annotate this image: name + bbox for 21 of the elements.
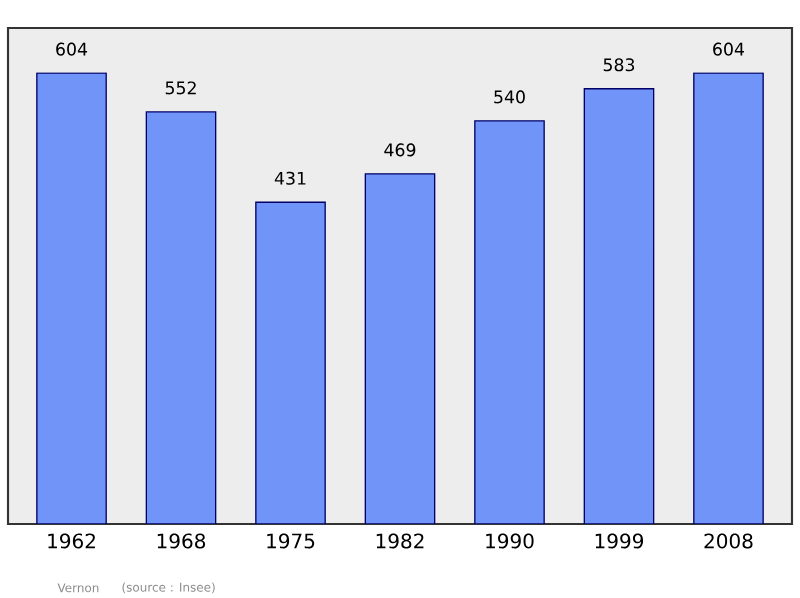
bar [255,201,326,524]
data-label: 604 [56,42,88,56]
x-tick-label: 1975 [267,533,315,549]
data-label: 431 [274,171,306,185]
bar [474,120,545,524]
bar [36,72,107,524]
data-label: 583 [603,58,635,72]
bar [693,72,764,524]
x-tick-label: 2008 [704,533,753,549]
data-label: 604 [713,42,745,56]
x-tick-label: 1968 [157,533,206,549]
x-tick-label: 1999 [595,533,644,549]
data-label: 469 [384,143,416,157]
data-label: 540 [494,90,525,104]
x-tick-label: 1982 [376,533,424,549]
bar [364,173,436,524]
x-tick-label: 1990 [486,533,534,549]
bar [145,111,217,524]
data-label: 552 [165,81,196,95]
x-tick-label: 1962 [48,533,95,549]
bar [583,88,655,524]
